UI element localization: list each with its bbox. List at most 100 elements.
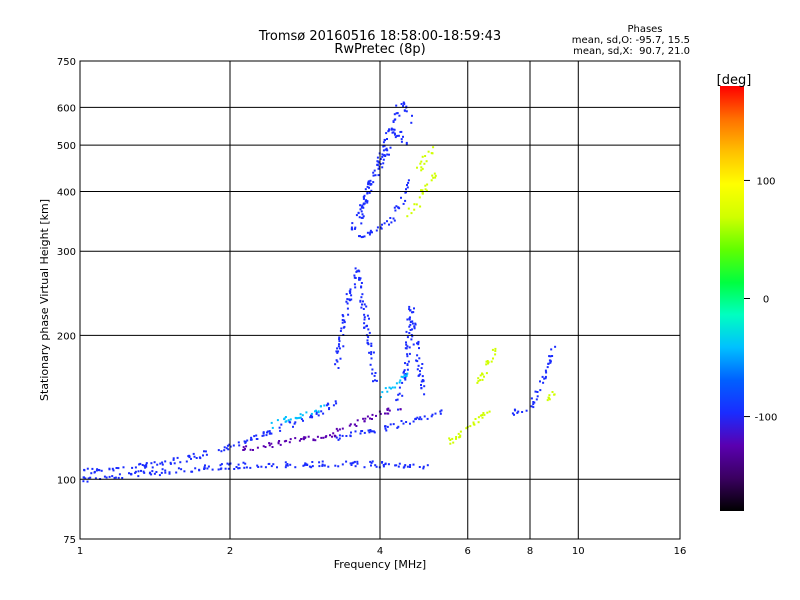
echo-point [368,331,371,334]
echo-point [279,443,282,446]
echo-point [242,449,245,451]
echo-point [310,415,313,418]
echo-point [268,430,271,433]
echo-point [341,463,344,466]
echo-point [366,415,369,418]
echo-point [169,462,172,465]
echo-point [422,380,425,383]
echo-point [128,472,130,475]
echo-point [397,206,400,209]
echo-point [160,471,163,474]
echo-point [517,410,520,413]
echo-point [405,330,408,333]
echo-point [283,418,286,421]
echo-point [421,167,424,170]
echo-point [278,440,281,442]
echo-point [342,345,345,348]
echo-point [412,463,415,466]
echo-point [486,411,489,414]
echo-point [356,460,359,463]
echo-point [404,464,407,467]
echo-point [382,145,385,148]
echo-point [400,375,403,378]
echo-point [357,269,360,272]
echo-point [232,444,235,447]
echo-point [386,149,389,152]
echo-point [421,191,424,194]
echo-point [306,463,309,466]
echo-point [257,466,260,468]
echo-point [434,174,437,177]
echo-point [400,138,403,141]
echo-point [421,189,424,192]
echo-point [403,109,406,112]
echo-point [405,421,408,423]
echo-point [418,418,421,421]
echo-point [440,409,443,412]
echo-point [284,416,287,418]
echo-point [268,462,271,465]
echo-point [455,437,457,440]
echo-point [397,408,399,411]
echo-point [386,220,388,223]
echo-point [451,437,454,440]
echo-point [514,409,517,412]
echo-point [153,472,156,475]
echo-point [172,458,175,461]
echo-point [366,200,369,203]
echo-point [403,369,406,372]
echo-point [412,311,415,314]
echo-point [237,441,240,444]
echo-point [363,194,366,197]
echo-point [224,467,227,470]
echo-point [353,274,356,277]
echo-point [359,299,362,302]
echo-point [399,408,402,411]
echo-point [372,380,374,383]
echo-point [404,347,407,350]
echo-point [404,373,407,375]
echo-point [396,112,399,115]
echo-point [389,423,392,426]
echo-point [402,371,405,374]
echo-point [114,476,117,479]
y-tick-label: 200 [57,331,76,342]
echo-point [346,298,349,301]
echo-point [388,153,390,156]
echo-point [426,464,429,467]
echo-point [405,110,408,113]
echo-point [229,445,232,448]
echo-point [332,432,335,435]
echo-point [432,146,435,149]
echo-point [420,367,423,370]
colorbar-tick-label: -100 [755,413,778,424]
echo-point [418,196,421,199]
echo-point [397,393,400,396]
echo-point [416,360,419,363]
echo-point [382,162,385,165]
echo-point [401,381,404,384]
echo-point [145,462,148,465]
echo-point [411,311,413,314]
echo-point [283,440,286,443]
echo-point [420,166,423,169]
echo-point [362,300,364,303]
echo-point [392,128,395,131]
echo-point [233,468,236,470]
echo-point [423,415,426,418]
echo-point [407,181,410,184]
echo-point [350,431,352,434]
echo-point [337,465,340,468]
echo-point [406,318,409,321]
echo-point [379,158,382,160]
echo-point [487,362,489,365]
echo-point [548,394,551,397]
echo-point [368,233,371,236]
echo-point [139,462,142,465]
echo-point [111,467,114,470]
echo-point [244,441,247,444]
echo-point [113,476,116,479]
echo-point [543,377,546,380]
echo-point [300,438,303,440]
echo-point [406,368,409,371]
